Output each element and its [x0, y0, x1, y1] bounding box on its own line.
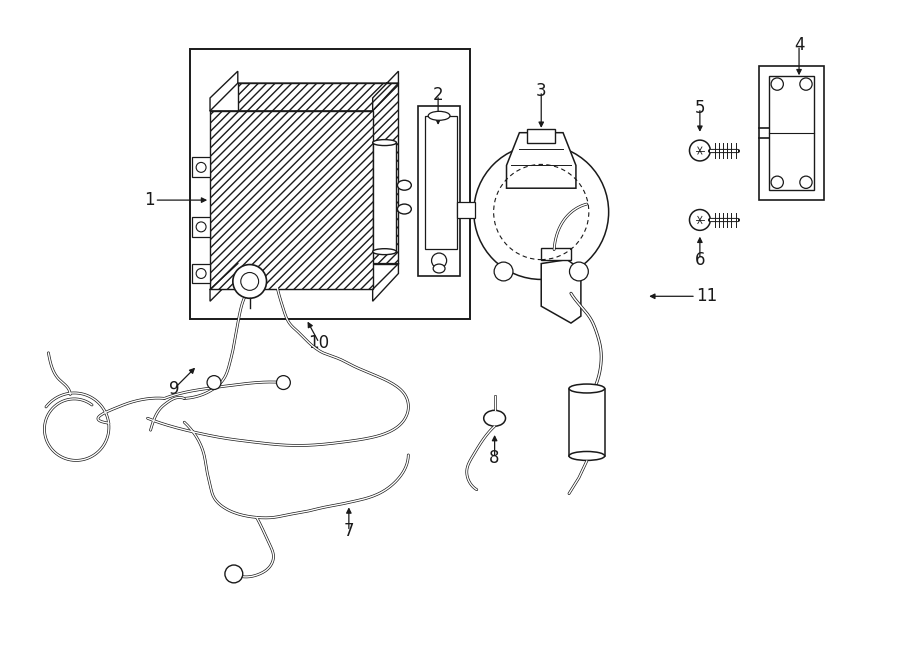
Circle shape — [233, 264, 266, 298]
Circle shape — [225, 565, 243, 583]
Bar — [569, 389, 605, 456]
Ellipse shape — [483, 410, 506, 426]
Circle shape — [196, 163, 206, 173]
Bar — [193, 264, 210, 284]
Circle shape — [494, 262, 513, 281]
Circle shape — [207, 375, 220, 389]
Bar — [193, 217, 210, 237]
Bar — [770, 76, 814, 190]
Ellipse shape — [433, 264, 445, 273]
Text: 1: 1 — [144, 191, 155, 209]
Text: 3: 3 — [536, 82, 546, 100]
Circle shape — [432, 253, 446, 268]
Bar — [760, 66, 824, 200]
Circle shape — [771, 176, 783, 188]
Polygon shape — [210, 111, 373, 290]
Circle shape — [771, 78, 783, 91]
Text: 8: 8 — [490, 449, 500, 467]
Circle shape — [570, 262, 589, 281]
Bar — [541, 248, 571, 260]
Bar — [190, 50, 470, 319]
Text: 6: 6 — [695, 251, 705, 268]
Text: 5: 5 — [695, 99, 705, 117]
Circle shape — [800, 176, 812, 188]
Ellipse shape — [569, 451, 605, 461]
Circle shape — [689, 140, 710, 161]
Text: 10: 10 — [309, 334, 329, 352]
Bar — [425, 116, 457, 249]
Circle shape — [800, 78, 812, 91]
Polygon shape — [507, 133, 576, 188]
Ellipse shape — [428, 111, 450, 120]
Ellipse shape — [398, 180, 411, 190]
Circle shape — [196, 268, 206, 278]
Bar — [527, 129, 555, 143]
Circle shape — [276, 375, 291, 389]
Circle shape — [689, 210, 710, 230]
Ellipse shape — [373, 249, 397, 254]
Text: 2: 2 — [433, 86, 444, 104]
Polygon shape — [541, 260, 580, 323]
Text: 11: 11 — [696, 288, 717, 305]
Circle shape — [196, 222, 206, 232]
Ellipse shape — [398, 204, 411, 214]
Text: 7: 7 — [344, 522, 354, 540]
Ellipse shape — [373, 139, 397, 145]
Text: 9: 9 — [169, 379, 180, 397]
Circle shape — [473, 145, 608, 280]
Bar — [193, 157, 210, 177]
Ellipse shape — [569, 384, 605, 393]
Bar — [418, 106, 460, 276]
Polygon shape — [210, 264, 399, 301]
Bar — [373, 143, 397, 252]
Bar — [457, 202, 475, 218]
Text: 4: 4 — [794, 36, 805, 54]
Polygon shape — [210, 71, 399, 111]
